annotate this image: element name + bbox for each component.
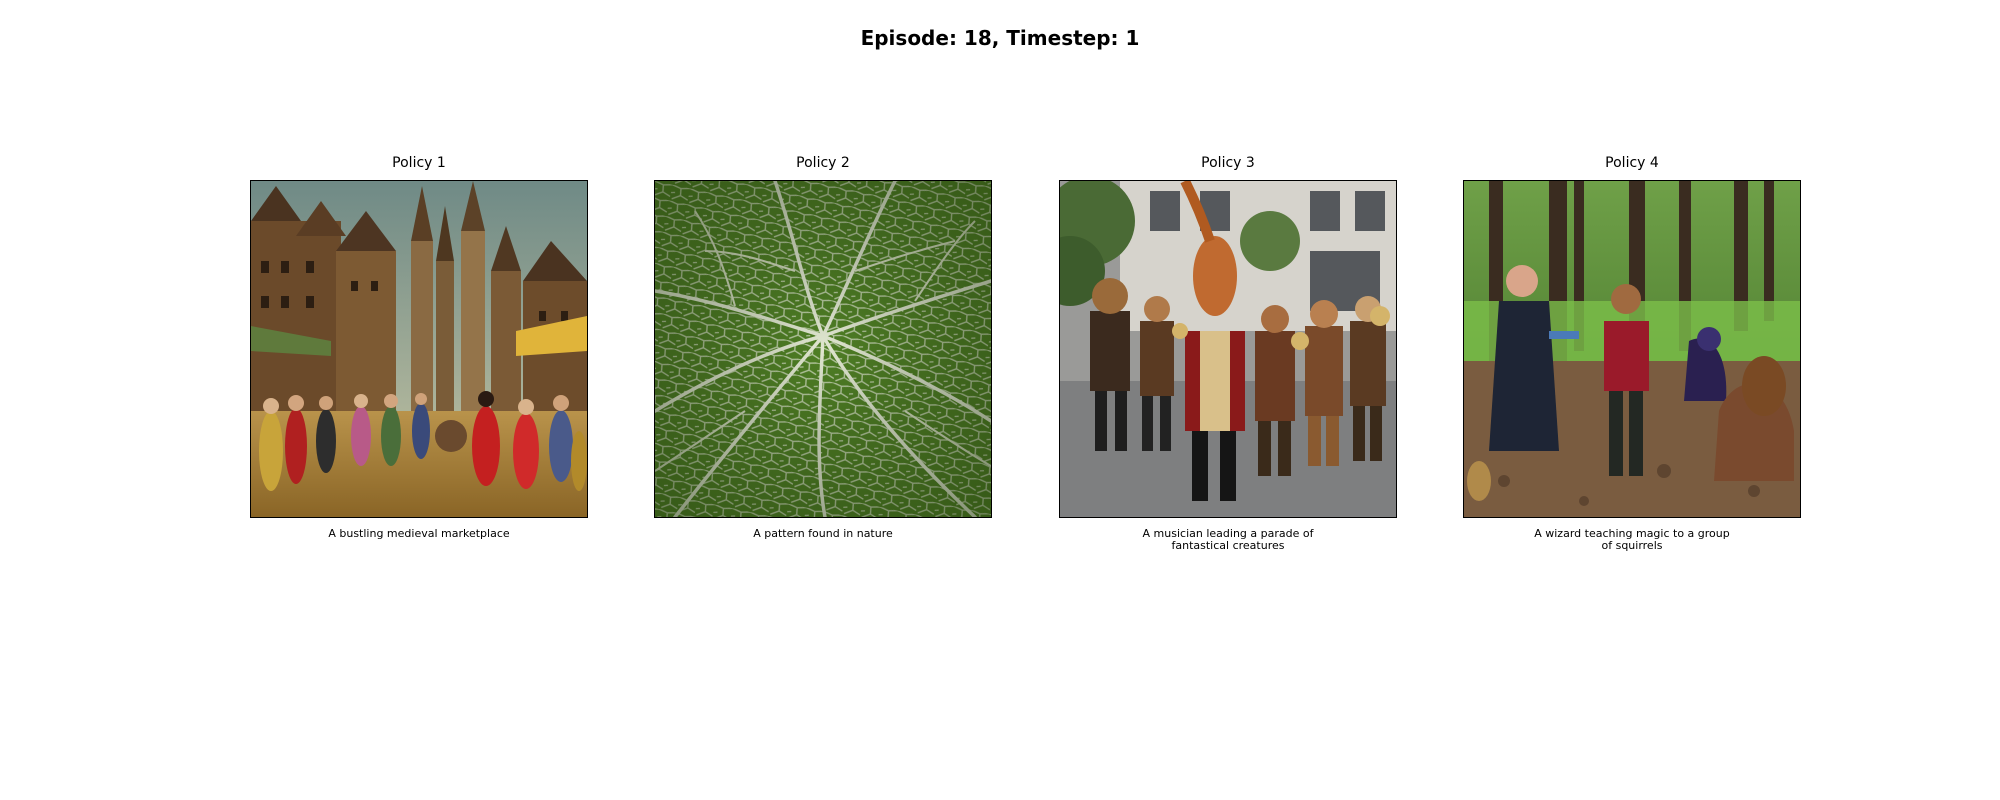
policy-panel-1: Policy 1 [250,155,588,540]
panel-caption: A wizard teaching magic to a group of sq… [1534,527,1730,552]
figure-title: Episode: 18, Timestep: 1 [860,26,1140,50]
policy-panel-2: Policy 2 [654,155,992,540]
panel-caption: A bustling medieval marketplace [328,527,510,540]
panel-caption: A pattern found in nature [753,527,893,540]
policy-panel-4: Policy 4 [1463,155,1801,552]
generated-image-wizard-forest [1463,180,1801,518]
generated-image-musician-parade [1059,180,1397,518]
generated-image-leaf-pattern [654,180,992,518]
policy-panel-3: Policy 3 [1059,155,1397,552]
panel-title: Policy 3 [1201,155,1255,171]
generated-image-medieval-marketplace [250,180,588,518]
panel-title: Policy 2 [796,155,850,171]
panel-title: Policy 1 [392,155,446,171]
panel-caption: A musician leading a parade of fantastic… [1142,527,1314,552]
panel-title: Policy 4 [1605,155,1659,171]
